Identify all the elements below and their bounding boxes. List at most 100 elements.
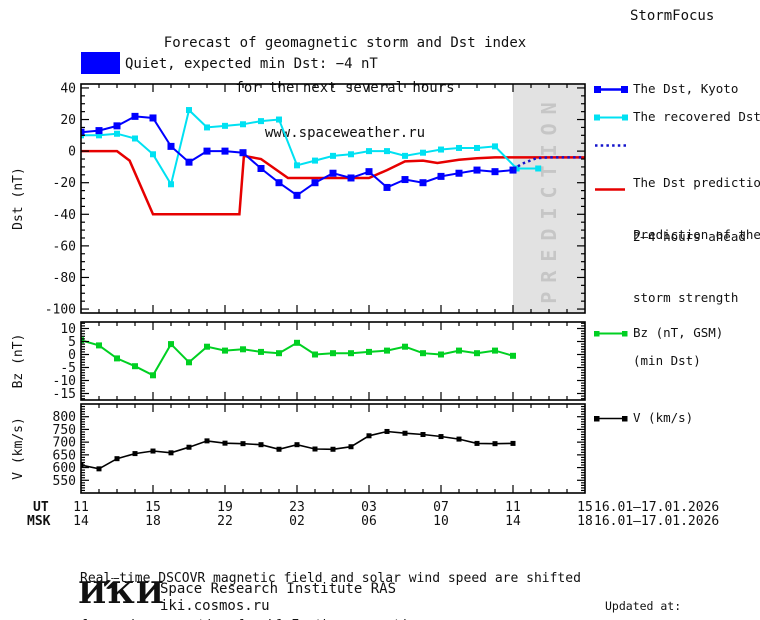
marker-recovered-dst <box>474 144 480 151</box>
v-ytick-label: 800 <box>53 410 76 425</box>
marker-recovered-dst <box>222 122 228 129</box>
bz-ytick-label: -15 <box>53 387 76 402</box>
dst-axis-title: Dst (nT) <box>11 167 26 230</box>
bz-axis-title: Bz (nT) <box>11 334 26 389</box>
marker-bz-gsm <box>114 355 120 362</box>
msk-row-label: MSK <box>27 514 51 529</box>
prediction-band-label: PREDICTION <box>537 93 561 303</box>
bz-frame <box>80 321 586 401</box>
marker-solar-wind-speed <box>204 438 210 444</box>
marker-dst-kyoto <box>455 169 463 177</box>
institute-site: iki.cosmos.ru <box>160 598 270 614</box>
marker-recovered-dst <box>312 157 318 164</box>
marker-recovered-dst <box>294 162 300 169</box>
marker-dst-kyoto <box>383 183 391 191</box>
marker-recovered-dst <box>276 116 282 123</box>
marker-solar-wind-speed <box>240 441 246 447</box>
ut-hour-label: 11 <box>505 500 521 515</box>
marker-recovered-dst <box>132 135 138 142</box>
ut-hour-label: 15 <box>145 500 161 515</box>
marker-bz-gsm <box>420 350 426 357</box>
msk-hour-label: 14 <box>505 514 521 529</box>
bz-ytick-label: -10 <box>53 374 76 389</box>
marker-dst-kyoto <box>365 168 373 176</box>
ut-row-label: UT <box>33 500 49 515</box>
msk-date-range: 16.01–17.01.2026 <box>594 514 719 529</box>
marker-dst-kyoto <box>473 166 481 174</box>
marker-dst-kyoto <box>311 179 319 187</box>
msk-hour-label: 14 <box>73 514 89 529</box>
title-line-1: Forecast of geomagnetic storm and Dst in… <box>163 35 527 51</box>
marker-solar-wind-speed <box>114 456 120 462</box>
marker-solar-wind-speed <box>168 450 174 456</box>
marker-recovered-dst <box>492 143 498 150</box>
kyoto-series-icon <box>594 86 628 93</box>
marker-solar-wind-speed <box>456 436 462 442</box>
marker-bz-gsm <box>402 343 408 350</box>
marker-recovered-dst <box>204 124 210 131</box>
msk-hour-label: 06 <box>361 514 377 529</box>
marker-bz-gsm <box>204 343 210 350</box>
ut-hour-label: 19 <box>217 500 233 515</box>
marker-dst-kyoto <box>347 174 355 182</box>
bz-series-group <box>81 337 516 379</box>
storm-level-swatch <box>81 52 120 74</box>
legend-item-kyoto: The Dst, Kyoto <box>594 82 738 96</box>
marker-dst-kyoto <box>401 176 409 184</box>
dst-ytick-label: 20 <box>60 113 76 128</box>
marker-recovered-dst <box>535 165 542 172</box>
legend-label-strength-1: Prediction of the <box>633 227 760 242</box>
series-dst-kyoto <box>81 115 514 197</box>
ut-hour-label: 03 <box>361 500 377 515</box>
marker-solar-wind-speed <box>96 466 102 472</box>
marker-bz-gsm <box>492 347 498 354</box>
marker-solar-wind-speed <box>420 432 426 438</box>
marker-recovered-dst <box>150 151 156 158</box>
marker-bz-gsm <box>456 347 462 354</box>
v-ytick-label: 700 <box>53 436 76 451</box>
msk-hour-label: 10 <box>433 514 449 529</box>
marker-bz-gsm <box>312 351 318 358</box>
marker-recovered-dst <box>240 121 246 128</box>
v-axis-title: V (km/s) <box>11 417 26 480</box>
marker-solar-wind-speed <box>258 442 264 448</box>
marker-dst-kyoto <box>329 169 337 177</box>
bz-ytick-label: 10 <box>60 322 76 337</box>
marker-recovered-dst <box>366 148 372 155</box>
marker-bz-gsm <box>240 346 246 353</box>
marker-recovered-dst <box>384 148 390 155</box>
legend-item-v: V (km/s) <box>594 411 693 425</box>
marker-recovered-dst <box>258 118 264 125</box>
prediction-band <box>513 85 584 312</box>
marker-bz-gsm <box>132 363 138 370</box>
legend-item-recovered: The recovered Dst <box>594 110 760 124</box>
msk-hour-label: 22 <box>217 514 233 529</box>
dst-ytick-label: 0 <box>68 145 76 160</box>
marker-bz-gsm <box>186 359 192 366</box>
ut-hour-label: 15 <box>577 500 593 515</box>
bz-ytick-label: 0 <box>68 348 76 363</box>
marker-dst-kyoto <box>491 168 499 176</box>
dst-frame <box>80 83 586 314</box>
marker-solar-wind-speed <box>474 440 480 446</box>
brand-stormfocus: StormFocus <box>630 8 715 24</box>
marker-bz-gsm <box>348 350 354 357</box>
footer-note: Real–time DSCOVR magnetic field and sola… <box>80 540 581 620</box>
iki-logo: ИКИ <box>78 576 165 611</box>
marker-recovered-dst <box>114 130 120 137</box>
footer-note-line-1: Real–time DSCOVR magnetic field and sola… <box>80 571 581 586</box>
marker-solar-wind-speed <box>276 446 282 452</box>
v-series-icon <box>594 416 628 422</box>
marker-recovered-dst <box>330 152 336 159</box>
dst-ytick-label: -20 <box>53 176 76 191</box>
marker-bz-gsm <box>150 372 156 379</box>
marker-dst-kyoto <box>95 127 103 135</box>
marker-bz-gsm <box>330 350 336 357</box>
legend-item-strength: Prediction of the storm strength (min Ds… <box>594 182 760 413</box>
marker-recovered-dst <box>420 149 426 156</box>
msk-hour-label: 18 <box>577 514 593 529</box>
